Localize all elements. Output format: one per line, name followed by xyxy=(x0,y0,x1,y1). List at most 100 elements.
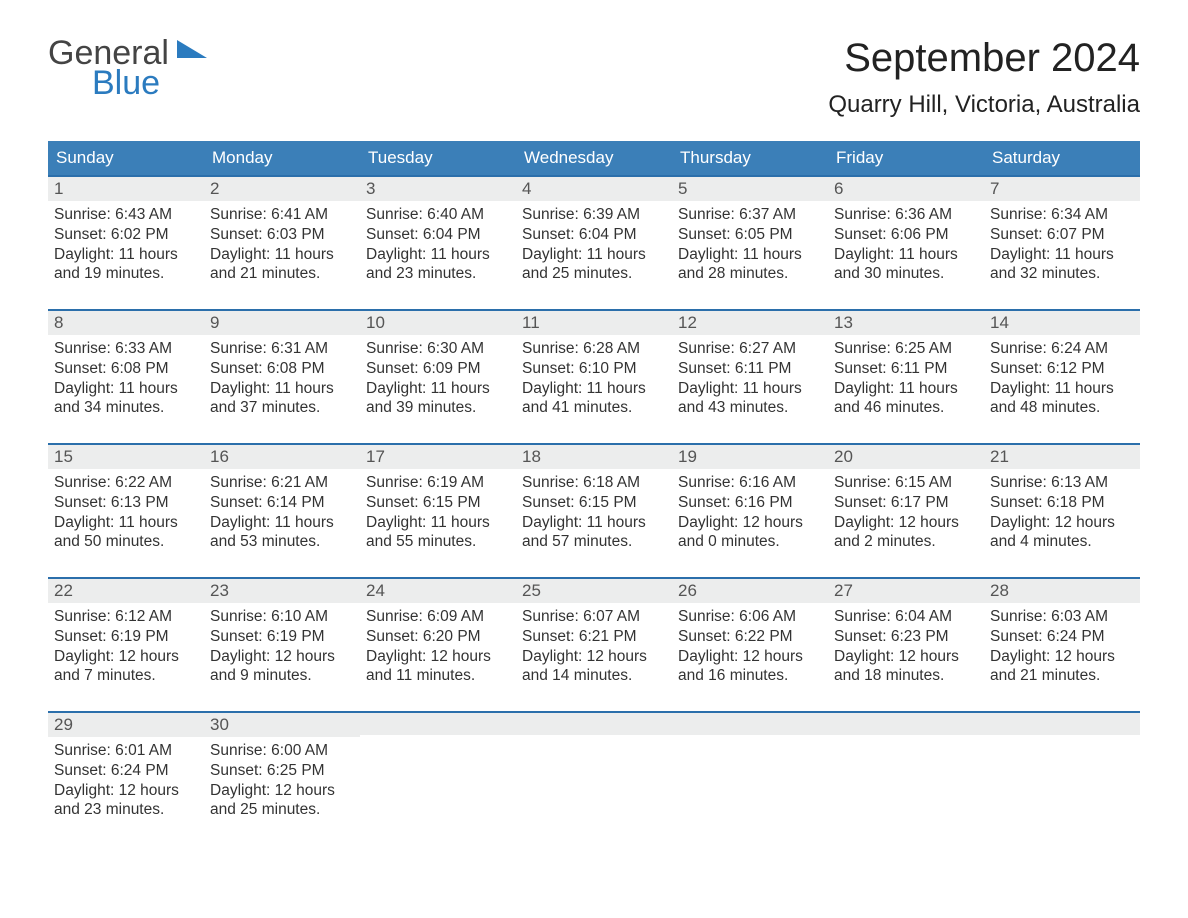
day-number: 12 xyxy=(672,309,828,335)
sunset-line: Sunset: 6:18 PM xyxy=(990,493,1134,513)
daylight-line: Daylight: 11 hours and 25 minutes. xyxy=(522,245,666,285)
day-number: 14 xyxy=(984,309,1140,335)
empty-day-bar xyxy=(672,711,828,735)
sunrise-line: Sunrise: 6:18 AM xyxy=(522,473,666,493)
day-number: 19 xyxy=(672,443,828,469)
sunset-line: Sunset: 6:15 PM xyxy=(366,493,510,513)
sunrise-line: Sunrise: 6:06 AM xyxy=(678,607,822,627)
daylight-line: Daylight: 12 hours and 0 minutes. xyxy=(678,513,822,553)
daylight-line: Daylight: 12 hours and 18 minutes. xyxy=(834,647,978,687)
day-cell: 4Sunrise: 6:39 AMSunset: 6:04 PMDaylight… xyxy=(516,175,672,299)
sunrise-line: Sunrise: 6:03 AM xyxy=(990,607,1134,627)
day-number: 2 xyxy=(204,175,360,201)
daylight-line: Daylight: 11 hours and 48 minutes. xyxy=(990,379,1134,419)
sunrise-line: Sunrise: 6:04 AM xyxy=(834,607,978,627)
day-number: 21 xyxy=(984,443,1140,469)
daylight-line: Daylight: 12 hours and 14 minutes. xyxy=(522,647,666,687)
day-number: 6 xyxy=(828,175,984,201)
day-cell: 11Sunrise: 6:28 AMSunset: 6:10 PMDayligh… xyxy=(516,309,672,433)
header-row: General Blue September 2024 Quarry Hill,… xyxy=(48,36,1140,133)
daylight-line: Daylight: 11 hours and 57 minutes. xyxy=(522,513,666,553)
day-body: Sunrise: 6:25 AMSunset: 6:11 PMDaylight:… xyxy=(828,335,984,420)
sunset-line: Sunset: 6:23 PM xyxy=(834,627,978,647)
daylight-line: Daylight: 12 hours and 11 minutes. xyxy=(366,647,510,687)
day-cell: 21Sunrise: 6:13 AMSunset: 6:18 PMDayligh… xyxy=(984,443,1140,567)
day-number: 17 xyxy=(360,443,516,469)
day-body: Sunrise: 6:41 AMSunset: 6:03 PMDaylight:… xyxy=(204,201,360,286)
day-cell: 28Sunrise: 6:03 AMSunset: 6:24 PMDayligh… xyxy=(984,577,1140,701)
weekday-header-row: SundayMondayTuesdayWednesdayThursdayFrid… xyxy=(48,141,1140,175)
day-body: Sunrise: 6:27 AMSunset: 6:11 PMDaylight:… xyxy=(672,335,828,420)
daylight-line: Daylight: 12 hours and 25 minutes. xyxy=(210,781,354,821)
day-cell: 16Sunrise: 6:21 AMSunset: 6:14 PMDayligh… xyxy=(204,443,360,567)
sunrise-line: Sunrise: 6:21 AM xyxy=(210,473,354,493)
empty-day-bar xyxy=(984,711,1140,735)
day-number: 22 xyxy=(48,577,204,603)
sunset-line: Sunset: 6:15 PM xyxy=(522,493,666,513)
month-title: September 2024 xyxy=(828,36,1140,81)
weekday-header-cell: Wednesday xyxy=(516,141,672,175)
day-cell: 9Sunrise: 6:31 AMSunset: 6:08 PMDaylight… xyxy=(204,309,360,433)
location-subtitle: Quarry Hill, Victoria, Australia xyxy=(828,91,1140,119)
day-body: Sunrise: 6:00 AMSunset: 6:25 PMDaylight:… xyxy=(204,737,360,822)
day-cell xyxy=(516,711,672,835)
daylight-line: Daylight: 12 hours and 16 minutes. xyxy=(678,647,822,687)
sunset-line: Sunset: 6:04 PM xyxy=(366,225,510,245)
day-body: Sunrise: 6:06 AMSunset: 6:22 PMDaylight:… xyxy=(672,603,828,688)
day-body: Sunrise: 6:07 AMSunset: 6:21 PMDaylight:… xyxy=(516,603,672,688)
sunset-line: Sunset: 6:19 PM xyxy=(210,627,354,647)
day-cell: 2Sunrise: 6:41 AMSunset: 6:03 PMDaylight… xyxy=(204,175,360,299)
day-cell: 30Sunrise: 6:00 AMSunset: 6:25 PMDayligh… xyxy=(204,711,360,835)
daylight-line: Daylight: 12 hours and 9 minutes. xyxy=(210,647,354,687)
day-body: Sunrise: 6:22 AMSunset: 6:13 PMDaylight:… xyxy=(48,469,204,554)
day-number: 3 xyxy=(360,175,516,201)
sunrise-line: Sunrise: 6:33 AM xyxy=(54,339,198,359)
day-cell: 10Sunrise: 6:30 AMSunset: 6:09 PMDayligh… xyxy=(360,309,516,433)
sunrise-line: Sunrise: 6:43 AM xyxy=(54,205,198,225)
logo: General Blue xyxy=(48,36,207,100)
day-body: Sunrise: 6:10 AMSunset: 6:19 PMDaylight:… xyxy=(204,603,360,688)
sunrise-line: Sunrise: 6:22 AM xyxy=(54,473,198,493)
week-row: 15Sunrise: 6:22 AMSunset: 6:13 PMDayligh… xyxy=(48,443,1140,567)
day-body: Sunrise: 6:01 AMSunset: 6:24 PMDaylight:… xyxy=(48,737,204,822)
day-cell: 26Sunrise: 6:06 AMSunset: 6:22 PMDayligh… xyxy=(672,577,828,701)
sunrise-line: Sunrise: 6:16 AM xyxy=(678,473,822,493)
day-cell: 17Sunrise: 6:19 AMSunset: 6:15 PMDayligh… xyxy=(360,443,516,567)
day-number: 16 xyxy=(204,443,360,469)
logo-triangle-icon xyxy=(177,36,207,63)
day-body: Sunrise: 6:40 AMSunset: 6:04 PMDaylight:… xyxy=(360,201,516,286)
day-cell: 20Sunrise: 6:15 AMSunset: 6:17 PMDayligh… xyxy=(828,443,984,567)
day-body: Sunrise: 6:13 AMSunset: 6:18 PMDaylight:… xyxy=(984,469,1140,554)
day-cell: 22Sunrise: 6:12 AMSunset: 6:19 PMDayligh… xyxy=(48,577,204,701)
day-number: 27 xyxy=(828,577,984,603)
sunrise-line: Sunrise: 6:36 AM xyxy=(834,205,978,225)
sunrise-line: Sunrise: 6:09 AM xyxy=(366,607,510,627)
calendar: SundayMondayTuesdayWednesdayThursdayFrid… xyxy=(48,141,1140,835)
day-number: 20 xyxy=(828,443,984,469)
day-number: 4 xyxy=(516,175,672,201)
daylight-line: Daylight: 11 hours and 21 minutes. xyxy=(210,245,354,285)
day-cell xyxy=(360,711,516,835)
daylight-line: Daylight: 12 hours and 23 minutes. xyxy=(54,781,198,821)
day-number: 13 xyxy=(828,309,984,335)
sunrise-line: Sunrise: 6:34 AM xyxy=(990,205,1134,225)
day-number: 29 xyxy=(48,711,204,737)
sunset-line: Sunset: 6:07 PM xyxy=(990,225,1134,245)
day-body: Sunrise: 6:36 AMSunset: 6:06 PMDaylight:… xyxy=(828,201,984,286)
day-cell: 1Sunrise: 6:43 AMSunset: 6:02 PMDaylight… xyxy=(48,175,204,299)
day-body: Sunrise: 6:37 AMSunset: 6:05 PMDaylight:… xyxy=(672,201,828,286)
sunset-line: Sunset: 6:11 PM xyxy=(678,359,822,379)
sunrise-line: Sunrise: 6:40 AM xyxy=(366,205,510,225)
day-body: Sunrise: 6:09 AMSunset: 6:20 PMDaylight:… xyxy=(360,603,516,688)
day-number: 8 xyxy=(48,309,204,335)
sunset-line: Sunset: 6:14 PM xyxy=(210,493,354,513)
day-cell: 18Sunrise: 6:18 AMSunset: 6:15 PMDayligh… xyxy=(516,443,672,567)
day-cell xyxy=(672,711,828,835)
daylight-line: Daylight: 11 hours and 28 minutes. xyxy=(678,245,822,285)
daylight-line: Daylight: 11 hours and 41 minutes. xyxy=(522,379,666,419)
sunrise-line: Sunrise: 6:12 AM xyxy=(54,607,198,627)
day-cell: 19Sunrise: 6:16 AMSunset: 6:16 PMDayligh… xyxy=(672,443,828,567)
weekday-header-cell: Sunday xyxy=(48,141,204,175)
sunset-line: Sunset: 6:08 PM xyxy=(54,359,198,379)
sunrise-line: Sunrise: 6:10 AM xyxy=(210,607,354,627)
